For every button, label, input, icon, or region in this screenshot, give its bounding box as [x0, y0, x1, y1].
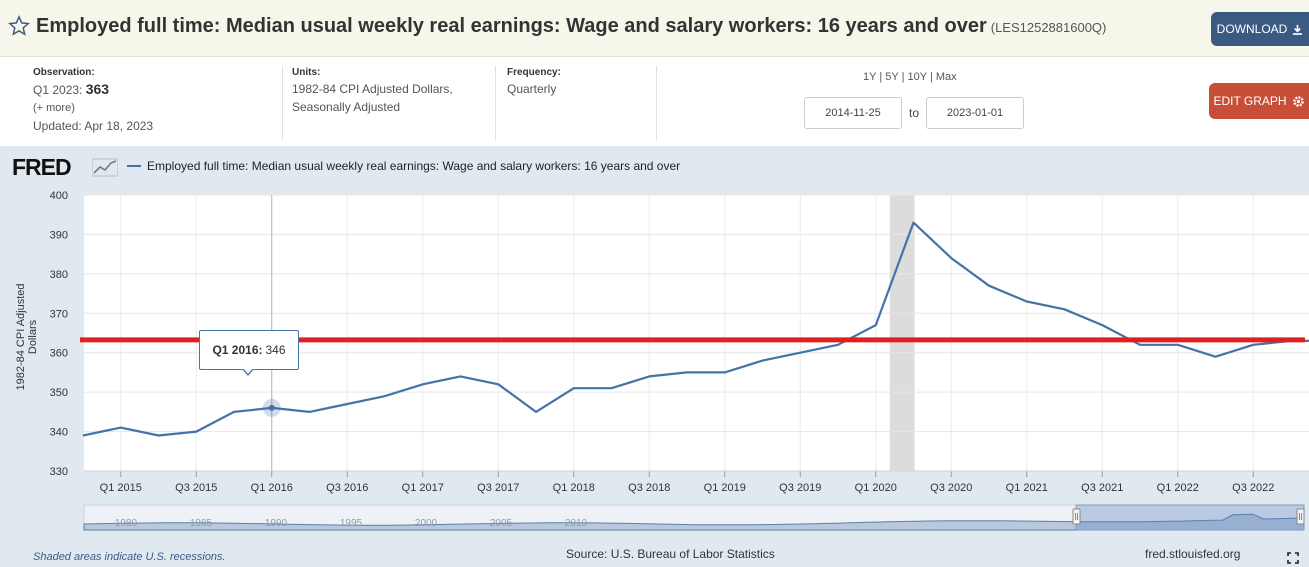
x-tick-label: Q3 2017 — [477, 482, 519, 494]
start-date-input[interactable]: 2014-11-25 — [804, 97, 902, 129]
range-separator: | — [879, 71, 883, 83]
y-tick-label: 350 — [50, 387, 68, 399]
navigator-year-label: 2010 — [565, 518, 588, 529]
source-text: Source: U.S. Bureau of Labor Statistics — [566, 547, 775, 561]
fred-logo-chart-icon — [92, 158, 118, 177]
edit-graph-button[interactable]: EDIT GRAPH — [1209, 83, 1309, 119]
navigator-year-label: 1985 — [190, 518, 213, 529]
frequency-value: Quarterly — [507, 82, 557, 96]
more-link[interactable]: (+ more) — [33, 102, 75, 114]
x-tick-label: Q1 2017 — [402, 482, 444, 494]
to-label: to — [909, 106, 920, 120]
y-tick-label: 400 — [50, 190, 68, 202]
range-5y[interactable]: 5Y — [885, 71, 899, 83]
series-line — [82, 221, 1309, 437]
x-tick-label: Q1 2018 — [553, 482, 595, 494]
updated-date: Updated: Apr 18, 2023 — [33, 119, 154, 133]
data-tooltip: Q1 2016: 346 — [199, 330, 299, 370]
frequency-label: Frequency: — [507, 67, 561, 78]
divider — [656, 66, 657, 140]
download-label: DOWNLOAD — [1216, 22, 1288, 36]
y-tick-label: 340 — [50, 427, 68, 439]
x-tick-label: Q3 2019 — [779, 482, 821, 494]
frequency-block: Frequency: Quarterly — [507, 66, 561, 98]
tooltip-value: 346 — [265, 343, 286, 357]
y-tick-label: 330 — [50, 466, 68, 478]
observation-label: Observation: — [33, 67, 95, 78]
navigator-handle[interactable] — [1296, 508, 1305, 525]
navigator-year-label: 1980 — [115, 518, 138, 529]
download-button[interactable]: DOWNLOAD — [1211, 12, 1309, 46]
units-line-1: 1982-84 CPI Adjusted Dollars, — [292, 82, 453, 96]
y-tick-label: 390 — [50, 229, 68, 241]
site-link[interactable]: fred.stlouisfed.org — [1145, 547, 1241, 561]
divider — [495, 66, 496, 140]
range-separator: | — [929, 71, 933, 83]
hover-point — [268, 404, 275, 411]
range-1y[interactable]: 1Y — [863, 71, 877, 83]
x-tick-label: Q1 2020 — [855, 482, 897, 494]
y-tick-label: 360 — [50, 348, 68, 360]
range-selector: 1Y | 5Y | 10Y | Max — [863, 71, 957, 83]
title-bar: Employed full time: Median usual weekly … — [0, 0, 1309, 57]
range-10y[interactable]: 10Y — [907, 71, 927, 83]
navigator-year-label: 2000 — [415, 518, 438, 529]
x-tick-label: Q1 2019 — [704, 482, 746, 494]
observation-block: Observation: Q1 2023: 363 (+ more) Updat… — [33, 66, 153, 135]
y-tick-label: 380 — [50, 269, 68, 281]
x-tick-label: Q3 2015 — [175, 482, 217, 494]
recession-shading — [889, 195, 915, 471]
series-title-text: Employed full time: Median usual weekly … — [36, 15, 987, 37]
tooltip-period: Q1 2016: — [212, 343, 263, 357]
navigator-year-label: 2005 — [490, 518, 513, 529]
x-tick-label: Q3 2022 — [1232, 482, 1274, 494]
navigator-year-label: 1990 — [265, 518, 288, 529]
end-date-input[interactable]: 2023-01-01 — [926, 97, 1024, 129]
range-max[interactable]: Max — [935, 71, 957, 83]
divider — [282, 66, 283, 140]
x-tick-label: Q3 2016 — [326, 482, 368, 494]
navigator-handle[interactable] — [1072, 508, 1081, 525]
x-tick-label: Q3 2018 — [628, 482, 670, 494]
x-tick-label: Q1 2016 — [251, 482, 293, 494]
y-tick-label: 370 — [50, 308, 68, 320]
x-tick-label: Q3 2020 — [930, 482, 972, 494]
x-tick-label: Q3 2021 — [1081, 482, 1123, 494]
x-tick-label: Q1 2022 — [1157, 482, 1199, 494]
gear-icon — [1292, 95, 1304, 107]
x-tick-label: Q1 2021 — [1006, 482, 1048, 494]
navigator-series — [83, 513, 1305, 531]
recession-note: Shaded areas indicate U.S. recessions. — [33, 551, 226, 563]
units-label: Units: — [292, 67, 321, 78]
download-icon — [1293, 24, 1303, 35]
units-block: Units: 1982-84 CPI Adjusted Dollars, Sea… — [292, 66, 453, 116]
fred-logo: FRED — [12, 154, 72, 180]
tooltip-pointer-fill — [243, 368, 253, 374]
range-separator: | — [901, 71, 905, 83]
navigator-selection[interactable] — [1075, 504, 1305, 531]
fullscreen-icon[interactable] — [1287, 552, 1299, 564]
navigator-year-label: 1995 — [340, 518, 363, 529]
units-line-2: Seasonally Adjusted — [292, 100, 401, 114]
series-title: Employed full time: Median usual weekly … — [36, 15, 1106, 38]
star-icon[interactable] — [8, 15, 30, 37]
legend-line-swatch — [127, 165, 141, 167]
legend-series-name: Employed full time: Median usual weekly … — [147, 159, 681, 173]
y-axis-label: 1982-84 CPI Adjusted Dollars — [15, 283, 39, 391]
observation-period: Q1 2023: — [33, 83, 83, 97]
edit-graph-label: EDIT GRAPH — [1213, 94, 1287, 108]
observation-value: 363 — [85, 81, 110, 97]
series-id: (LES1252881600Q) — [990, 20, 1107, 35]
x-tick-label: Q1 2015 — [100, 482, 142, 494]
